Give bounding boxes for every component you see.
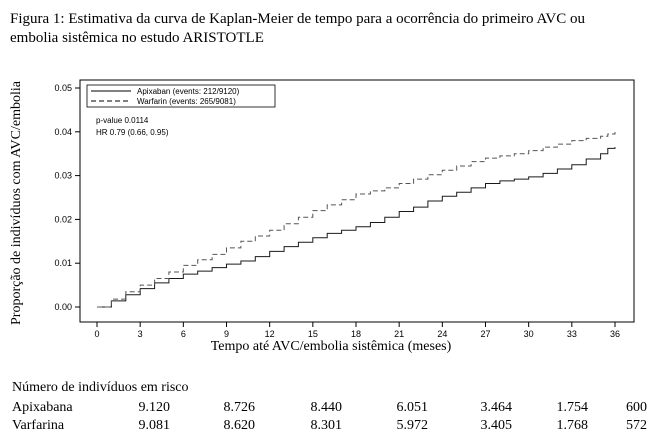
x-tick-label: 24	[437, 329, 447, 339]
risk-cell: 1.754	[556, 400, 589, 415]
risk-cell: 8.301	[310, 418, 343, 433]
x-tick-label: 9	[224, 329, 229, 339]
risk-cell: 9.120	[138, 400, 171, 415]
x-tick-label: 33	[567, 329, 577, 339]
warfarin-curve	[97, 130, 616, 308]
risk-cell: 1.768	[556, 418, 589, 433]
risk-row-label: Apixabana	[12, 400, 73, 415]
x-tick-label: 15	[308, 329, 318, 339]
risk-cell: 8.726	[223, 400, 256, 415]
risk-cell: 8.440	[310, 400, 343, 415]
legend-apixaban-label: Apixaban (events: 212/9120)	[137, 87, 240, 96]
x-tick-label: 6	[181, 329, 186, 339]
y-axis-label: Proporção de indivíduos com AVC/embolia	[9, 81, 24, 325]
risk-row-varfarina: Varfarina 9.081 8.620 8.301 5.972 3.405 …	[12, 418, 662, 436]
x-tick-label: 18	[351, 329, 361, 339]
y-tick-label: 0.01	[54, 258, 72, 268]
y-tick-label: 0.02	[54, 214, 72, 224]
apixaban-curve	[97, 147, 616, 308]
x-tick-label: 3	[138, 329, 143, 339]
x-tick-label: 27	[480, 329, 490, 339]
risk-table-title: Número de indivíduos em risco	[12, 380, 189, 395]
risk-cell: 6.051	[396, 400, 429, 415]
y-tick-label: 0.00	[54, 302, 72, 312]
x-tick-label: 21	[394, 329, 404, 339]
risk-cell: 9.081	[138, 418, 171, 433]
y-tick-label: 0.05	[54, 83, 72, 93]
figure-caption: Figura 1: Estimativa da curva de Kaplan-…	[10, 10, 665, 48]
y-tick-label: 0.03	[54, 171, 72, 181]
y-tick-label: 0.04	[54, 127, 72, 137]
legend-box	[86, 84, 276, 108]
hazard-ratio-annotation: HR 0.79 (0.66, 0.95)	[96, 128, 169, 137]
risk-cell: 572	[626, 418, 647, 433]
x-tick-label: 36	[610, 329, 620, 339]
legend-warfarin-label: Warfarin (events: 265/9081)	[137, 97, 236, 106]
caption-line-2: embolia sistêmica no estudo ARISTOTLE	[10, 30, 264, 46]
x-tick-label: 12	[265, 329, 275, 339]
risk-row-label: Varfarina	[12, 418, 65, 433]
risk-cell: 5.972	[396, 418, 429, 433]
x-tick-label: 0	[94, 329, 99, 339]
risk-row-apixabana: Apixabana 9.120 8.726 8.440 6.051 3.464 …	[12, 400, 662, 418]
p-value-annotation: p-value 0.0114	[96, 116, 149, 125]
risk-cell: 3.464	[480, 400, 513, 415]
risk-cell: 8.620	[223, 418, 256, 433]
plot-frame	[79, 79, 635, 323]
x-axis-label: Tempo até AVC/embolia sistêmica (meses)	[210, 339, 452, 354]
risk-cell: 3.405	[480, 418, 513, 433]
x-tick-label: 30	[524, 329, 534, 339]
caption-line-1: Figura 1: Estimativa da curva de Kaplan-…	[10, 11, 585, 27]
risk-cell: 600	[626, 400, 647, 415]
